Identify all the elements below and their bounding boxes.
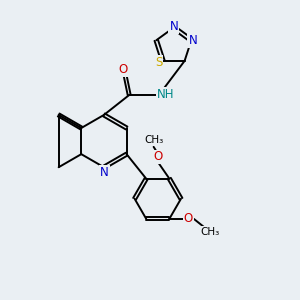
Text: CH₃: CH₃ — [144, 135, 163, 145]
Text: NH: NH — [157, 88, 174, 101]
Text: CH₃: CH₃ — [200, 226, 219, 237]
Text: N: N — [188, 34, 197, 47]
Text: N: N — [169, 20, 178, 33]
Text: S: S — [155, 56, 162, 69]
Text: O: O — [184, 212, 193, 225]
Text: O: O — [118, 63, 128, 76]
Text: N: N — [100, 166, 109, 179]
Text: O: O — [154, 151, 163, 164]
